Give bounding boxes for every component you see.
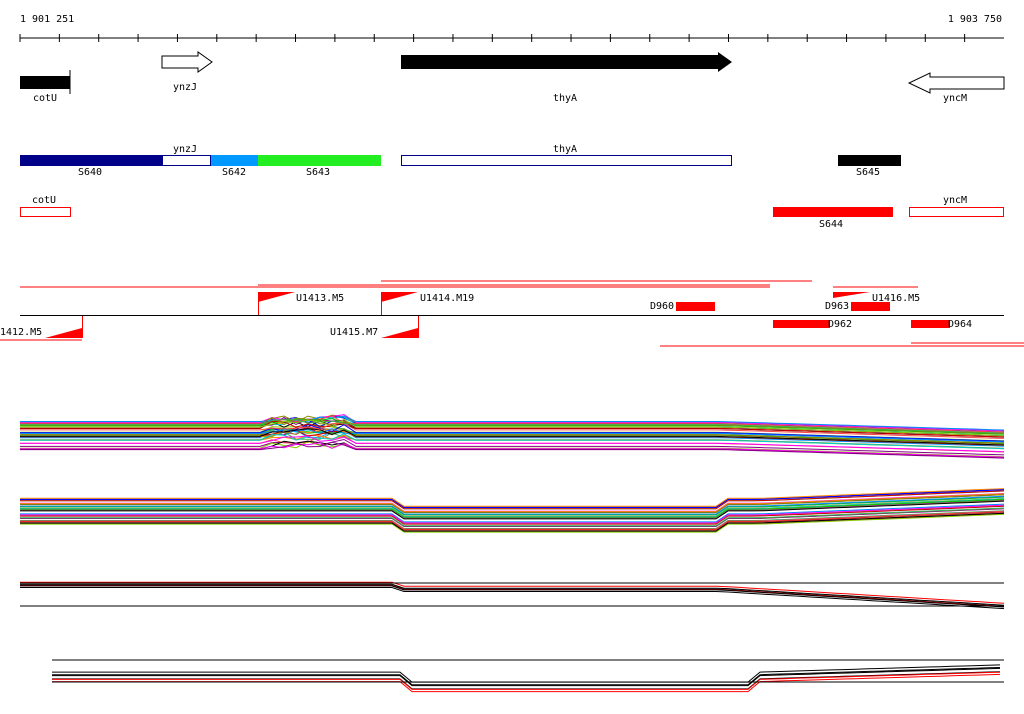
genome-view: 1 901 251 1 903 750 cotU ynzJ thyA yncM … <box>0 0 1024 714</box>
gene-thyA <box>401 52 732 72</box>
segment <box>402 156 732 166</box>
gene-cotU <box>20 76 70 89</box>
segment-gene-label: yncM <box>943 195 967 206</box>
gene-label: thyA <box>553 93 577 104</box>
feature-label: U1415.M7 <box>330 327 378 338</box>
feature-label: U1413.M5 <box>296 293 344 304</box>
segment-gene-label: thyA <box>553 144 577 155</box>
segment-gene-label: cotU <box>32 195 56 206</box>
feature-label: D960 <box>650 301 674 312</box>
segment-label: S644 <box>819 219 843 230</box>
segment <box>20 155 162 166</box>
segment-label: S645 <box>856 167 880 178</box>
background <box>0 0 1024 714</box>
segment <box>21 208 71 217</box>
segment-label: S643 <box>306 167 330 178</box>
gene-label: cotU <box>33 93 57 104</box>
gene-label: yncM <box>943 93 967 104</box>
feature-label: D963 <box>825 301 849 312</box>
segment <box>838 155 901 166</box>
feature-label: U1414.M19 <box>420 293 474 304</box>
feature-label: D964 <box>948 319 972 330</box>
segment <box>258 155 381 166</box>
feature-label: U1416.M5 <box>872 293 920 304</box>
segment <box>211 155 258 166</box>
segment <box>773 207 893 217</box>
segment <box>910 208 1004 217</box>
segment-label: S642 <box>222 167 246 178</box>
segment-label: S640 <box>78 167 102 178</box>
segment <box>163 156 211 166</box>
gene-label: ynzJ <box>173 82 197 93</box>
segment-gene-label: ynzJ <box>173 144 197 155</box>
ruler-start: 1 901 251 <box>20 14 74 25</box>
feature-label: 1412.M5 <box>0 327 42 338</box>
feature-label: D962 <box>828 319 852 330</box>
ruler-end: 1 903 750 <box>948 14 1002 25</box>
